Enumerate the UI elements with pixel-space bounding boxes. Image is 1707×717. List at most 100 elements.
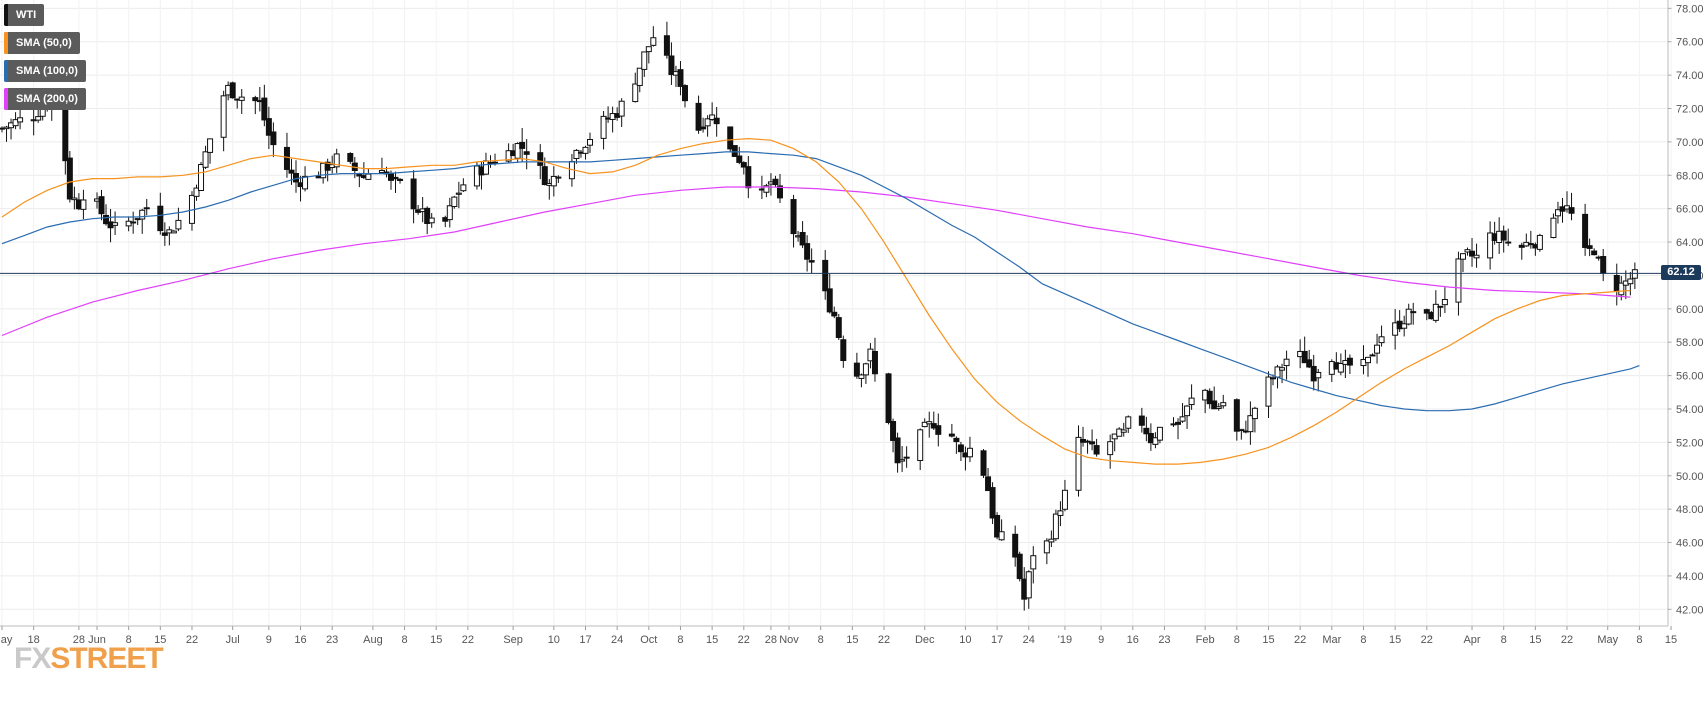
candle-body bbox=[1455, 258, 1462, 303]
candle-body bbox=[1012, 533, 1019, 558]
x-tick-label: 15 bbox=[1529, 634, 1541, 646]
candle-body bbox=[1283, 358, 1290, 367]
candle-body bbox=[157, 205, 164, 232]
x-tick-label: 10 bbox=[548, 634, 560, 646]
candle-body bbox=[1364, 356, 1371, 364]
x-tick-label: 22 bbox=[1294, 634, 1306, 646]
x-tick-label: 17 bbox=[991, 634, 1003, 646]
candle-body bbox=[772, 178, 779, 186]
x-tick-label: 9 bbox=[266, 634, 272, 646]
candle-body bbox=[347, 152, 354, 162]
candle-body bbox=[1030, 555, 1037, 570]
candle-body bbox=[1527, 243, 1534, 246]
candle-body bbox=[1586, 245, 1593, 249]
y-tick-label: 76.00 bbox=[1676, 37, 1704, 49]
legend-item-sma200[interactable]: SMA (200,0) bbox=[4, 88, 86, 110]
candle-body bbox=[1125, 416, 1132, 429]
x-tick-label: 15 bbox=[1389, 634, 1401, 646]
y-tick-label: 46.00 bbox=[1676, 538, 1704, 550]
candle-body bbox=[1175, 421, 1182, 425]
legend-label-sma100: SMA (100,0) bbox=[16, 65, 78, 77]
candle-body bbox=[1043, 540, 1050, 554]
candle-body bbox=[12, 119, 19, 127]
x-tick-label: 28 bbox=[73, 634, 85, 646]
x-tick-label: 16 bbox=[294, 634, 306, 646]
x-tick-label: Sep bbox=[503, 634, 523, 646]
x-tick-label: 22 bbox=[186, 634, 198, 646]
x-tick-label: '19 bbox=[1058, 634, 1072, 646]
candle-body bbox=[392, 176, 399, 180]
candle-body bbox=[582, 146, 589, 154]
candle-body bbox=[1469, 250, 1476, 257]
candle-body bbox=[957, 444, 964, 453]
x-tick-label: 8 bbox=[677, 634, 683, 646]
x-tick-label: 8 bbox=[1636, 634, 1642, 646]
y-tick-label: 48.00 bbox=[1676, 504, 1704, 516]
candle-body bbox=[650, 37, 657, 46]
candle-body bbox=[1156, 426, 1163, 441]
candle-body bbox=[1487, 232, 1494, 259]
candle-body bbox=[641, 51, 648, 70]
sma100-line bbox=[1, 151, 1640, 412]
candle-body bbox=[1405, 308, 1412, 325]
candle-body bbox=[1265, 376, 1272, 407]
legend-item-sma50[interactable]: SMA (50,0) bbox=[4, 32, 80, 54]
x-tick-label: 15 bbox=[1665, 634, 1677, 646]
candle-body bbox=[966, 447, 973, 458]
candle-body bbox=[1306, 359, 1313, 368]
candle-body bbox=[822, 259, 829, 292]
candle-body bbox=[170, 230, 177, 234]
candle-body bbox=[161, 232, 168, 236]
candle-body bbox=[903, 456, 910, 459]
x-tick-label: 22 bbox=[1421, 634, 1433, 646]
candle-body bbox=[1057, 510, 1064, 516]
x-tick-label: 15 bbox=[430, 634, 442, 646]
legend-label-sma50: SMA (50,0) bbox=[16, 37, 72, 49]
candle-body bbox=[826, 288, 833, 313]
candle-body bbox=[424, 207, 431, 224]
x-tick-label: 18 bbox=[28, 634, 40, 646]
sma50-line bbox=[1, 137, 1631, 465]
x-tick-label: 8 bbox=[401, 634, 407, 646]
legend-item-wti[interactable]: WTI bbox=[4, 4, 45, 26]
candle-body bbox=[1301, 350, 1308, 364]
candle-body bbox=[1279, 367, 1286, 371]
sma200-line bbox=[1, 186, 1631, 337]
candle-body bbox=[1437, 305, 1444, 308]
candle-body bbox=[1410, 311, 1417, 314]
legend-swatch-sma200 bbox=[4, 88, 8, 110]
y-tick-label: 64.00 bbox=[1676, 237, 1704, 249]
x-tick-label: 24 bbox=[1023, 634, 1035, 646]
candle-body bbox=[1247, 415, 1254, 433]
candle-body bbox=[894, 437, 901, 464]
candle-body bbox=[446, 205, 453, 221]
y-tick-label: 58.00 bbox=[1676, 337, 1704, 349]
x-tick-label: 23 bbox=[1158, 634, 1170, 646]
fxstreet-logo: FXSTREET bbox=[14, 642, 164, 676]
x-tick-label: May bbox=[0, 634, 13, 646]
candle-body bbox=[994, 514, 1001, 538]
candle-body bbox=[858, 374, 865, 379]
candle-body bbox=[600, 115, 607, 139]
candle-body bbox=[668, 55, 675, 76]
candle-body bbox=[207, 138, 214, 153]
candle-body bbox=[745, 166, 752, 189]
candle-body bbox=[455, 192, 462, 195]
y-tick-label: 74.00 bbox=[1676, 70, 1704, 82]
x-tick-label: 8 bbox=[1501, 634, 1507, 646]
x-tick-label: 8 bbox=[1360, 634, 1366, 646]
candle-body bbox=[1138, 415, 1145, 426]
y-tick-label: 50.00 bbox=[1676, 471, 1704, 483]
candle-body bbox=[713, 117, 720, 125]
candle-body bbox=[1025, 571, 1032, 599]
x-tick-label: 24 bbox=[611, 634, 623, 646]
candle-body bbox=[143, 207, 150, 210]
candle-body bbox=[193, 187, 200, 197]
candle-body bbox=[428, 217, 435, 224]
candle-body bbox=[1143, 427, 1150, 435]
legend-item-sma100[interactable]: SMA (100,0) bbox=[4, 60, 86, 82]
x-tick-label: Jun bbox=[88, 634, 106, 646]
candle-body bbox=[1441, 298, 1448, 306]
